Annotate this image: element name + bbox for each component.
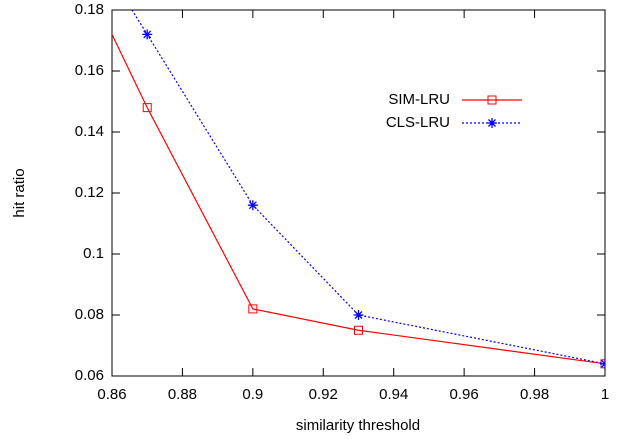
marker (354, 325, 363, 335)
x-tick-label: 1 (601, 386, 609, 403)
legend-marker (487, 118, 497, 128)
plot-area (112, 10, 605, 369)
x-tick-label: 0.88 (168, 386, 197, 403)
marker (600, 358, 605, 369)
x-tick-label: 0.98 (520, 386, 549, 403)
marker (248, 304, 258, 314)
x-tick-label: 0.86 (97, 386, 126, 403)
x-axis-label: similarity threshold (296, 417, 420, 434)
y-tick-label: 0.18 (75, 1, 104, 18)
marker (247, 200, 258, 211)
x-tick-label: 0.94 (379, 386, 408, 403)
legend-marker (487, 95, 497, 105)
y-tick-label: 0.08 (75, 306, 104, 323)
x-tick-label: 0.9 (242, 386, 263, 403)
x-tick-label: 0.92 (309, 386, 338, 403)
marker (142, 29, 153, 40)
plot-frame (111, 9, 606, 377)
series-line (131, 10, 605, 365)
marker (142, 103, 152, 113)
y-tick-label: 0.14 (75, 123, 104, 140)
y-tick-label: 0.12 (75, 184, 104, 201)
legend-label: CLS-LRU (386, 114, 450, 131)
x-tick-label: 0.96 (450, 386, 479, 403)
legend-label: SIM-LRU (388, 91, 450, 108)
y-tick-label: 0.16 (75, 62, 104, 79)
series-line (112, 33, 605, 365)
y-tick-label: 0.06 (75, 367, 104, 384)
marker (353, 310, 364, 320)
y-tick-label: 0.1 (83, 245, 104, 262)
y-axis-label: hit ratio (11, 168, 28, 217)
